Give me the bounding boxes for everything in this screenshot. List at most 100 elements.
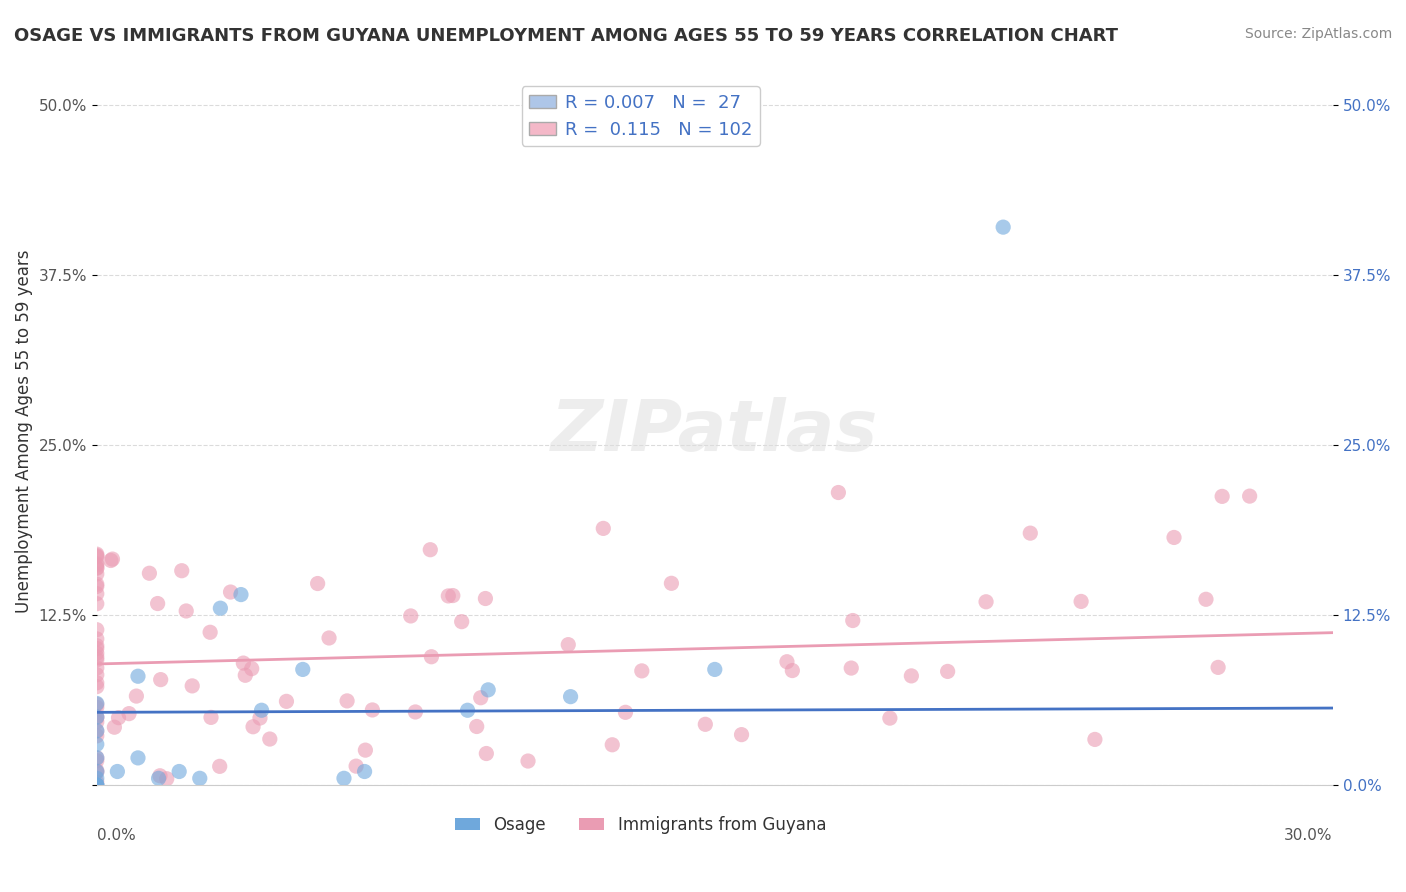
- Text: ZIPatlas: ZIPatlas: [551, 397, 879, 466]
- Point: [138, 566, 160, 581]
- Point: [557, 638, 579, 652]
- Point: [86, 623, 108, 637]
- Point: [86, 577, 108, 591]
- Point: [208, 759, 231, 773]
- Point: [1211, 489, 1233, 503]
- Point: [991, 220, 1014, 235]
- Point: [1070, 594, 1092, 608]
- Point: [86, 711, 108, 725]
- Point: [86, 547, 108, 561]
- Point: [86, 639, 108, 653]
- Point: [1163, 531, 1185, 545]
- Point: [474, 591, 496, 606]
- Point: [86, 764, 108, 779]
- Point: [353, 764, 375, 779]
- Point: [276, 694, 298, 708]
- Point: [399, 609, 422, 624]
- Point: [336, 694, 359, 708]
- Point: [156, 772, 179, 786]
- Point: [361, 703, 384, 717]
- Point: [86, 751, 108, 765]
- Point: [630, 664, 652, 678]
- Point: [86, 698, 108, 712]
- Point: [174, 604, 197, 618]
- Point: [86, 710, 108, 724]
- Point: [1239, 489, 1261, 503]
- Point: [86, 778, 108, 792]
- Point: [86, 632, 108, 646]
- Point: [86, 765, 108, 780]
- Point: [86, 729, 108, 743]
- Point: [86, 561, 108, 575]
- Point: [86, 549, 108, 564]
- Point: [86, 667, 108, 681]
- Point: [86, 723, 108, 738]
- Point: [1019, 526, 1042, 541]
- Point: [86, 597, 108, 611]
- Point: [118, 706, 141, 721]
- Point: [233, 668, 256, 682]
- Point: [86, 680, 108, 694]
- Point: [1084, 732, 1107, 747]
- Point: [470, 690, 492, 705]
- Point: [695, 717, 717, 731]
- Point: [307, 576, 329, 591]
- Point: [404, 705, 426, 719]
- Point: [450, 615, 472, 629]
- Point: [974, 595, 997, 609]
- Point: [259, 732, 281, 747]
- Legend: Osage, Immigrants from Guyana: Osage, Immigrants from Guyana: [449, 809, 832, 840]
- Point: [86, 709, 108, 723]
- Point: [842, 614, 865, 628]
- Point: [86, 700, 108, 714]
- Point: [86, 641, 108, 656]
- Point: [600, 738, 623, 752]
- Point: [776, 655, 799, 669]
- Point: [149, 769, 172, 783]
- Point: [86, 714, 108, 729]
- Point: [86, 560, 108, 574]
- Point: [86, 724, 108, 739]
- Point: [441, 589, 464, 603]
- Point: [465, 719, 488, 733]
- Point: [107, 711, 129, 725]
- Point: [86, 579, 108, 593]
- Point: [86, 650, 108, 665]
- Point: [86, 653, 108, 667]
- Point: [86, 566, 108, 581]
- Point: [936, 665, 959, 679]
- Point: [86, 661, 108, 675]
- Point: [86, 646, 108, 660]
- Point: [167, 764, 190, 779]
- Point: [703, 662, 725, 676]
- Point: [782, 664, 804, 678]
- Point: [86, 778, 108, 792]
- Point: [86, 764, 108, 778]
- Text: OSAGE VS IMMIGRANTS FROM GUYANA UNEMPLOYMENT AMONG AGES 55 TO 59 YEARS CORRELATI: OSAGE VS IMMIGRANTS FROM GUYANA UNEMPLOY…: [14, 27, 1118, 45]
- Point: [86, 587, 108, 601]
- Point: [879, 711, 901, 725]
- Point: [188, 772, 211, 786]
- Point: [86, 557, 108, 571]
- Point: [477, 682, 499, 697]
- Point: [318, 631, 340, 645]
- Point: [148, 772, 170, 786]
- Point: [291, 662, 314, 676]
- Point: [475, 747, 498, 761]
- Point: [614, 706, 637, 720]
- Point: [125, 689, 148, 703]
- Point: [592, 521, 614, 535]
- Y-axis label: Unemployment Among Ages 55 to 59 years: Unemployment Among Ages 55 to 59 years: [15, 250, 32, 613]
- Point: [420, 649, 443, 664]
- Point: [730, 728, 752, 742]
- Point: [86, 675, 108, 690]
- Point: [86, 772, 108, 786]
- Point: [560, 690, 582, 704]
- Point: [86, 558, 108, 572]
- Point: [181, 679, 204, 693]
- Point: [209, 601, 232, 615]
- Point: [457, 703, 479, 717]
- Point: [86, 737, 108, 751]
- Point: [249, 711, 271, 725]
- Point: [229, 588, 252, 602]
